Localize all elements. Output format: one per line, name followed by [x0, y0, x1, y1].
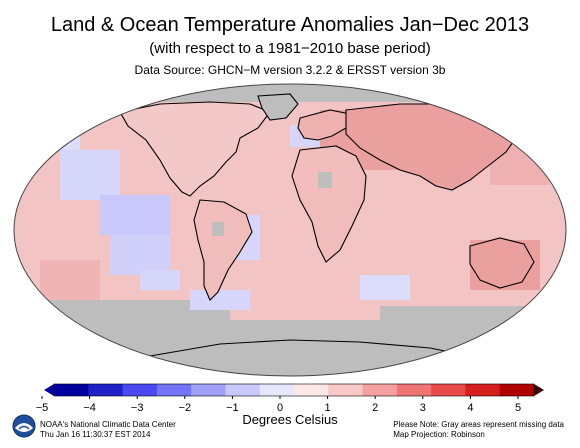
colorbar-swatch — [499, 384, 535, 396]
footer-agency: NOAA's National Climatic Data Center — [40, 420, 176, 429]
footer-credits: NOAA's National Climatic Data Center Thu… — [40, 420, 176, 440]
cool-patch-pacific — [140, 270, 180, 290]
colorbar-border — [53, 383, 535, 397]
north-america — [119, 101, 271, 197]
colorbar-swatch — [156, 384, 192, 396]
colorbar-min-arrow — [44, 384, 54, 396]
colorbar-title: Degrees Celsius — [242, 412, 338, 427]
data-source: Data Source: GHCN−M version 3.2.2 & ERSS… — [134, 63, 446, 77]
colorbar-tick-label: 0 — [277, 402, 283, 414]
cool-patch-pacific — [100, 195, 170, 235]
colorbar-tick-label: −4 — [83, 402, 96, 414]
colorbar-tick-label: −1 — [226, 402, 239, 414]
greenland — [257, 93, 299, 121]
colorbar-swatch — [259, 384, 295, 396]
colorbar-swatch — [328, 384, 364, 396]
footer-notes: Please Note: Gray areas represent missin… — [393, 420, 564, 440]
cool-patch-pacific — [110, 235, 170, 275]
south-america — [193, 199, 253, 301]
colorbar-tick-label: 4 — [467, 402, 473, 414]
colorbar-tick-label: 2 — [372, 402, 378, 414]
colorbar-swatch — [54, 384, 89, 396]
missing-data-sahara — [318, 172, 332, 188]
colorbar-swatch — [122, 384, 158, 396]
colorbar-tick-label: −5 — [36, 402, 49, 414]
noaa-logo — [12, 414, 36, 438]
map-title: Land & Ocean Temperature Anomalies Jan−D… — [50, 14, 530, 36]
colorbar-swatch — [88, 384, 124, 396]
projection-note: Map Projection: Robinson — [393, 430, 485, 439]
colorbar-swatch — [431, 384, 466, 396]
warm-patch-southpacific — [40, 260, 100, 300]
colorbar-tick-label: 3 — [420, 402, 426, 414]
map-subtitle: (with respect to a 1981−2010 base period… — [149, 40, 431, 57]
globe-outline — [13, 83, 567, 377]
colorbar-swatch — [396, 384, 432, 396]
colorbar-swatch — [294, 384, 329, 396]
cool-patch-southern — [190, 290, 250, 310]
missing-data-note: Please Note: Gray areas represent missin… — [393, 420, 564, 429]
cool-patch-pacific — [60, 150, 120, 200]
colorbar-tick-label: 1 — [325, 402, 331, 414]
colorbar-tick-label: −3 — [131, 402, 144, 414]
australia — [469, 237, 535, 289]
colorbar-tick-label: −2 — [179, 402, 192, 414]
colorbar-swatch — [362, 384, 398, 396]
colorbar-swatch — [465, 384, 501, 396]
colorbar-swatch — [191, 384, 226, 396]
missing-data-antarctic — [30, 300, 230, 322]
africa — [291, 145, 367, 263]
europe — [297, 109, 351, 141]
cool-patch-indian — [360, 275, 410, 300]
missing-data-amazon — [212, 222, 224, 236]
footer-timestamp: Thu Jan 16 11:30:37 EST 2014 — [40, 430, 151, 439]
colorbar-tick-label: 5 — [515, 402, 521, 414]
colorbar-max-arrow — [534, 384, 544, 396]
colorbar-swatch — [225, 384, 261, 396]
